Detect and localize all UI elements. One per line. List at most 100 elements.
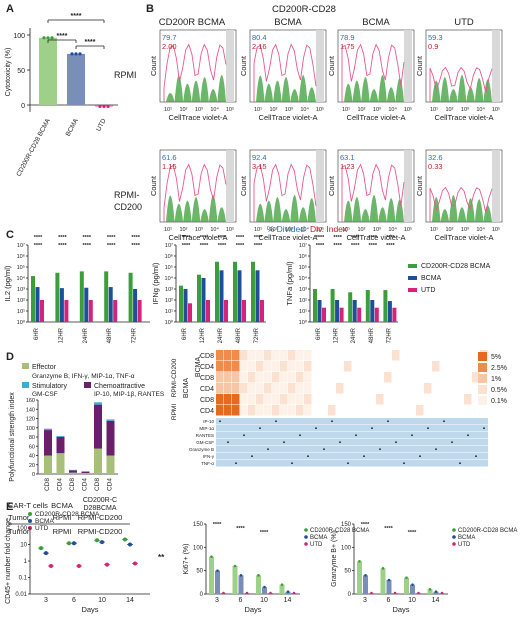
panelB-histogram-peak: [449, 89, 458, 102]
panelA-dot: [106, 104, 110, 108]
panelD-heat-cell: [336, 350, 344, 361]
panelD-heat-cell: [416, 350, 424, 361]
panelD-heat-cell: [304, 361, 312, 372]
panelB-pct-divided: 61.6: [162, 153, 177, 162]
panelC-bar: [113, 300, 118, 322]
panelE-bar: [410, 584, 415, 594]
panelC-y-label: IL2 (pg/ml): [3, 265, 12, 301]
panelC-bar: [206, 300, 210, 322]
panelD-heat-cell: [448, 383, 456, 394]
panelE-bar-x-tick-label: 14: [432, 597, 440, 604]
panelD-heat-legend-label: 0.5%: [491, 387, 507, 394]
panelB-histogram-peak: [166, 195, 175, 222]
panelB-x-label: CellTrace violet-A: [169, 233, 228, 242]
panelB-gate: [492, 30, 500, 102]
panelB-histogram-peak: [281, 209, 291, 222]
panelD-cytokine-dot: [275, 420, 277, 423]
panelB-undivided-trace: [163, 43, 227, 102]
panelB-gate: [404, 150, 412, 222]
panelB-histogram-peak: [440, 209, 450, 222]
panelD-cytokine-dot: [355, 434, 357, 437]
panelD-heat-cell: [392, 361, 400, 372]
panelA-bar: [39, 37, 57, 105]
panelD-cytokine-dot: [451, 441, 453, 444]
panelD-heat-cell: [368, 394, 376, 405]
panelB-y-label: Count: [327, 175, 336, 196]
panelD-cytokine-band: [216, 418, 488, 425]
panelD-cytokine-dot: [435, 448, 437, 451]
panelC-y-tick-label: 10³: [299, 287, 307, 293]
panelD-heat-cell: [216, 350, 224, 361]
panelD-heat-cell: [344, 405, 352, 416]
panelD-heat-cell: [384, 372, 392, 383]
panelD-tumor-value: RPMI-CD200: [78, 513, 123, 522]
panelC-bar: [108, 287, 113, 322]
panelC-bar: [374, 307, 379, 322]
panelB-histogram-peak: [307, 87, 316, 102]
panelC-sig-label: ****: [236, 243, 245, 249]
panelD-heat-cell: [216, 394, 224, 405]
panelD-heat-legend-swatch: [478, 374, 487, 383]
panelC-bar: [322, 307, 326, 322]
panelD-heat-cell: [216, 405, 224, 416]
panelE-bar-dot: [257, 574, 260, 577]
panelE-bar-dot: [358, 560, 361, 563]
panelB-col-title: BCMA: [274, 17, 302, 28]
panelE-bar-y-tick-label: 50: [196, 569, 203, 575]
panelB-x-tick: 10³: [285, 107, 293, 113]
panelB-histogram-peak: [264, 200, 274, 222]
panelD-cytokine-dot: [475, 455, 477, 458]
panelD-legend-swatch: [84, 382, 91, 388]
panelE1-sig-label: **: [158, 553, 165, 562]
panelD-bar-segment: [81, 473, 90, 474]
panelD-heat-cell: [392, 372, 400, 383]
panelE-bar-dot: [417, 591, 420, 595]
panelD-cytokine-label: TNF-α: [201, 461, 214, 466]
panelE-bar-dot: [286, 590, 290, 593]
panelB-histogram-peak: [191, 197, 201, 222]
panelC-bar: [357, 307, 362, 322]
panelC-y-tick-label: 10²: [17, 298, 25, 304]
panelC-x-label: 6HR: [182, 327, 188, 340]
panelD-cytokine-dot: [251, 455, 253, 458]
panelC-y-tick-label: 10⁴: [299, 275, 308, 282]
panelD-heat-cell: [272, 394, 280, 405]
panelD-heat-cell: [272, 361, 280, 372]
panelC-sig-label: ****: [182, 243, 191, 249]
panelC-sig-label: ****: [58, 235, 67, 241]
panelE1-x-tick-label: 3: [44, 597, 48, 604]
panelD-heat-cell: [392, 405, 400, 416]
panelC-sig-label: ****: [107, 243, 116, 249]
panelD-heat-cell: [320, 394, 328, 405]
panelC-bar: [88, 300, 93, 322]
panelA-y-tick-label: 100: [13, 33, 25, 40]
panelD-heat-cell: [304, 372, 312, 383]
panelD-heat-cell: [288, 350, 296, 361]
panelC-sig-label: ****: [351, 235, 360, 241]
panelD-heat-cell: [432, 372, 440, 383]
panelC-x-label: 72HR: [132, 327, 138, 343]
panelC-bar: [137, 300, 142, 322]
panelE-bar: [386, 580, 392, 594]
panelD-heat-cell: [224, 383, 232, 394]
panelD-heat-cell: [440, 350, 448, 361]
panelD-heat-cell: [352, 350, 360, 361]
panelD-heat-cell: [464, 394, 472, 405]
panelD-heat-cell: [312, 405, 320, 416]
panelE-legend-label: CD200R-CD28 BCMA: [35, 511, 100, 518]
panelC-x-label: 72HR: [254, 327, 260, 343]
panelD-tumor-value: RPMI-CD200: [78, 527, 123, 536]
panelD-cytokine-dot: [267, 448, 269, 451]
panelB-div-index: 1.15: [162, 162, 177, 171]
panelD-heat-cell: [272, 383, 280, 394]
panelD-heat-cell: [216, 383, 224, 394]
panelB-histogram-peak: [483, 79, 492, 102]
panelD-heat-cell: [296, 405, 304, 416]
panelC-y-tick-label: 10⁶: [299, 253, 307, 260]
panelB-col-title: UTD: [454, 17, 474, 28]
panelE-bar-dot: [364, 574, 367, 577]
panelE-bar: [232, 566, 238, 594]
panelE-bar-y-label: Granzyme B+ (%): [331, 531, 338, 587]
panelB-histogram-peak: [174, 75, 184, 102]
panelB-y-label: Count: [239, 175, 248, 196]
